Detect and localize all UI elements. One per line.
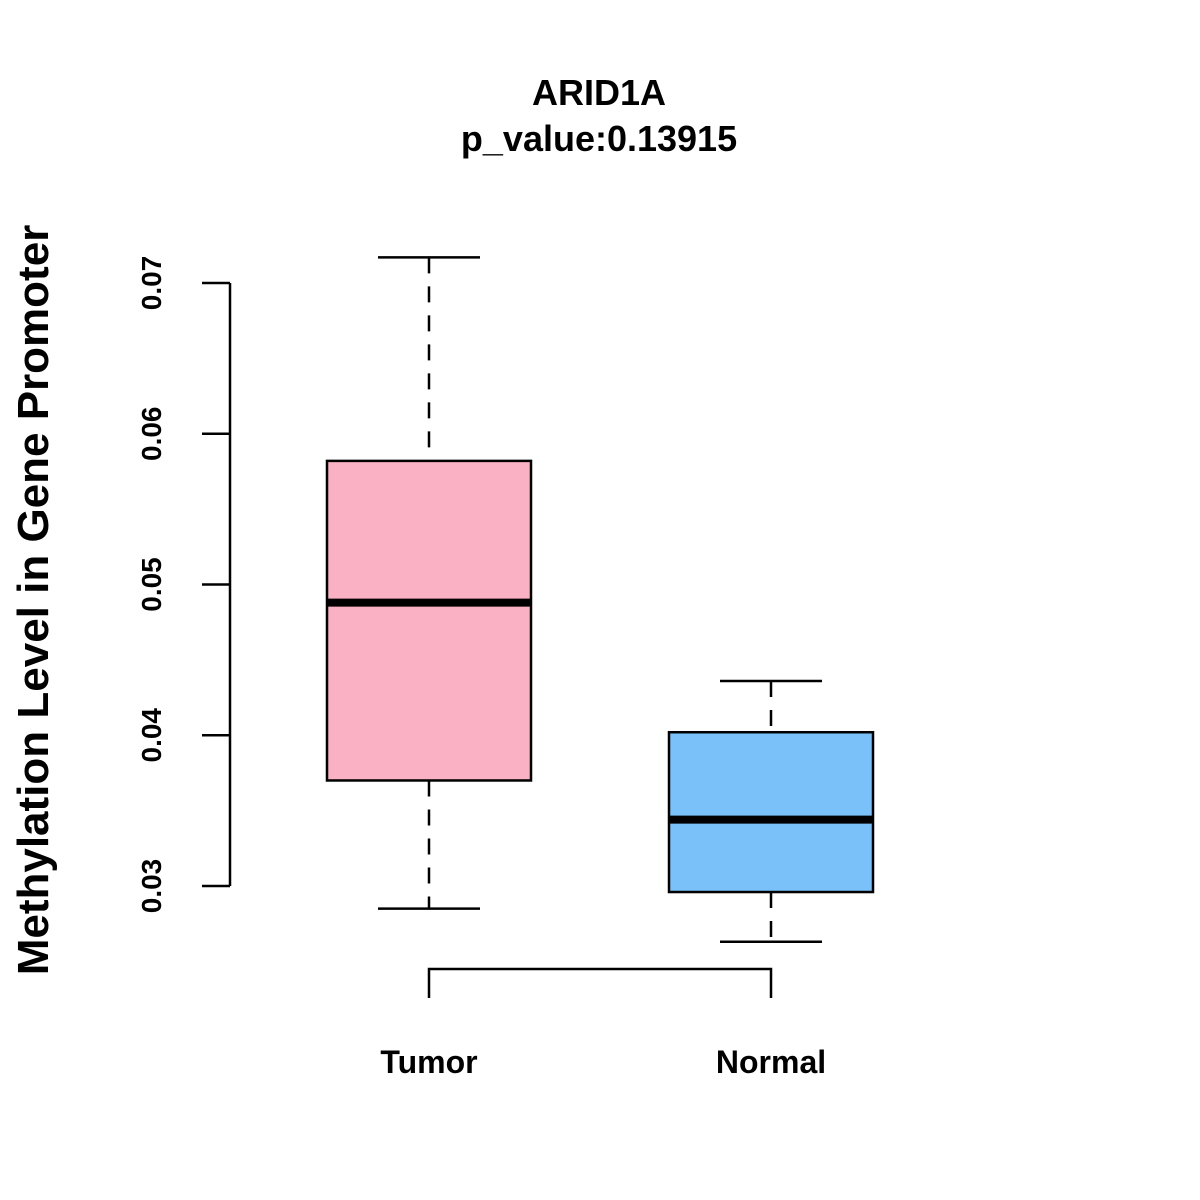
tumor-box: [325, 459, 533, 782]
plot-area: 0.03 0.04 0.05 0.06 0.07 Tumor Normal: [136, 256, 875, 1080]
y-tick-label: 0.04: [136, 708, 167, 763]
y-axis-label: Methylation Level in Gene Promoter: [9, 225, 58, 976]
y-tick-label: 0.07: [136, 256, 167, 311]
normal-category-label: Normal: [716, 1044, 826, 1080]
y-tick-label: 0.06: [136, 407, 167, 462]
normal-box: [667, 730, 875, 894]
y-tick-label: 0.05: [136, 557, 167, 612]
chart-subtitle: p_value:0.13915: [461, 118, 737, 159]
y-tick-label: 0.03: [136, 859, 167, 914]
chart-title: ARID1A: [532, 72, 666, 113]
tumor-category-label: Tumor: [380, 1044, 477, 1080]
comparison-bracket: [427, 967, 773, 998]
